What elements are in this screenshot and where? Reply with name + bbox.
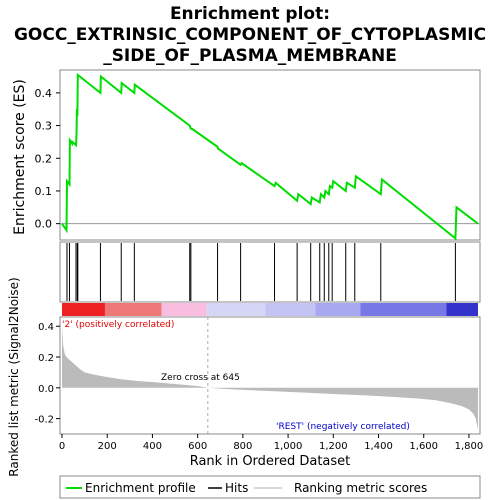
x-tick-label: 1,400 — [364, 441, 393, 452]
legend-box — [59, 475, 481, 499]
colorbar-segment — [161, 303, 207, 316]
colorbar-segment — [446, 303, 478, 316]
es-y-tick-label: 0.0 — [35, 218, 53, 231]
metric-y-tick-label: 0.2 — [38, 353, 54, 364]
x-tick-label: 1,600 — [409, 441, 438, 452]
x-tick-label: 1,800 — [455, 441, 484, 452]
enrichment-profile-line — [61, 72, 479, 241]
es-y-ticks: 0.0 0.1 0.2 0.3 0.4 — [35, 87, 60, 231]
ranking-colorbar — [62, 303, 478, 316]
legend-label-ranking-metric: Ranking metric scores — [294, 481, 427, 495]
es-y-tick-label: 0.1 — [35, 185, 53, 198]
metric-y-tick-label: -0.2 — [34, 415, 54, 426]
zero-cross-label: Zero cross at 645 — [161, 373, 240, 383]
metric-panel-frame — [59, 316, 481, 435]
metric-y-ticks: -0.2 0.0 0.2 0.4 — [34, 322, 60, 426]
colorbar-segment — [265, 303, 316, 316]
x-tick-label: 1,200 — [319, 441, 348, 452]
negative-correlation-label: 'REST' (negatively correlated) — [276, 422, 410, 432]
es-y-tick-label: 0.3 — [35, 120, 53, 133]
x-axis-label: Rank in Ordered Dataset — [190, 454, 351, 469]
hits-group — [66, 243, 456, 301]
chart-title-line-3: _SIDE_OF_PLASMA_MEMBRANE — [103, 46, 397, 66]
positive-correlation-label: '2' (positively correlated) — [62, 320, 174, 330]
metric-y-tick-label: 0.0 — [38, 384, 54, 395]
legend-label-hits: Hits — [225, 481, 248, 495]
es-y-tick-label: 0.2 — [35, 152, 53, 165]
x-tick-label: 600 — [188, 441, 207, 452]
colorbar-segment — [206, 303, 266, 316]
x-tick-label: 400 — [143, 441, 162, 452]
es-y-axis-label: Enrichment score (ES) — [12, 79, 28, 235]
x-tick-label: 800 — [233, 441, 252, 452]
x-ticks: 0 200 400 600 800 1,000 1,200 1,400 1,600 1,800 — [59, 434, 483, 452]
x-tick-label: 1,000 — [274, 441, 303, 452]
metric-y-axis-label: Ranked list metric (Signal2Noise) — [7, 277, 21, 476]
hits-panel-frame — [59, 241, 481, 303]
metric-y-tick-label: 0.4 — [38, 322, 54, 333]
chart-title-line-1: Enrichment plot: — [170, 4, 330, 24]
colorbar-segment — [104, 303, 162, 316]
es-panel-frame — [59, 69, 481, 241]
colorbar-segment — [360, 303, 447, 316]
legend-label-enrichment-profile: Enrichment profile — [85, 481, 196, 495]
colorbar-segment — [62, 303, 105, 316]
chart-title-line-2: GOCC_EXTRINSIC_COMPONENT_OF_CYTOPLASMIC — [14, 25, 486, 45]
es-y-tick-label: 0.4 — [35, 87, 53, 100]
x-tick-label: 200 — [98, 441, 117, 452]
colorbar-segment — [315, 303, 361, 316]
x-tick-label: 0 — [59, 441, 65, 452]
